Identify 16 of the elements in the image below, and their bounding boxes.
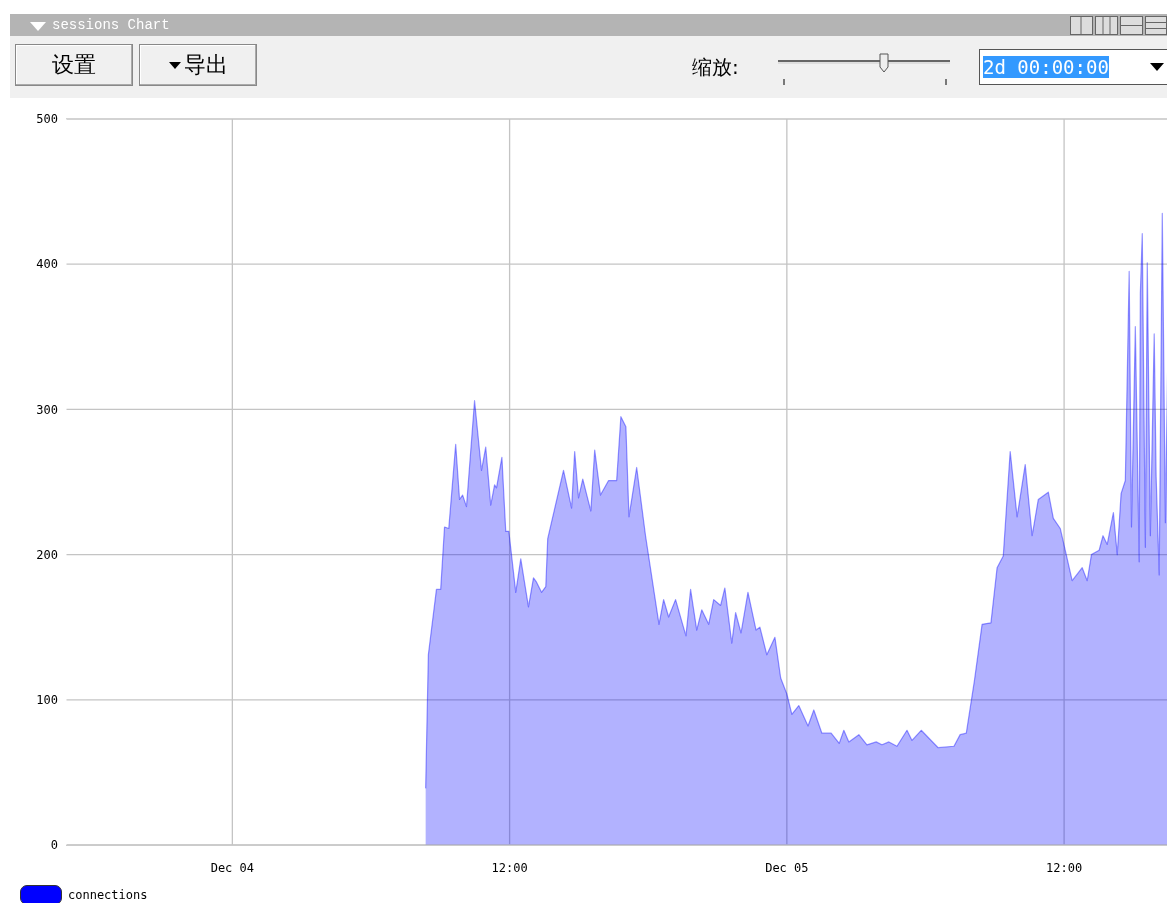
y-tick-label: 300 [36,402,58,417]
y-tick-label: 500 [36,112,58,127]
x-tick-label: Dec 04 [210,860,255,875]
text: 导出 [139,44,257,86]
y-tick-label: 0 [50,838,58,853]
y-tick-label: 200 [36,547,58,562]
chart-title: sessions Chart [52,17,170,33]
y-tick-label: 400 [36,257,58,272]
text: 设置 [15,44,133,86]
legend-label: connections [68,888,148,902]
text: 2d 00:00:00 [983,56,1109,78]
x-tick-label: Dec 05 [765,860,809,875]
x-tick-label: 12:00 [1046,860,1083,875]
text: 缩放: [692,54,739,81]
x-tick-label: 12:00 [491,860,528,875]
y-tick-label: 100 [36,693,58,708]
